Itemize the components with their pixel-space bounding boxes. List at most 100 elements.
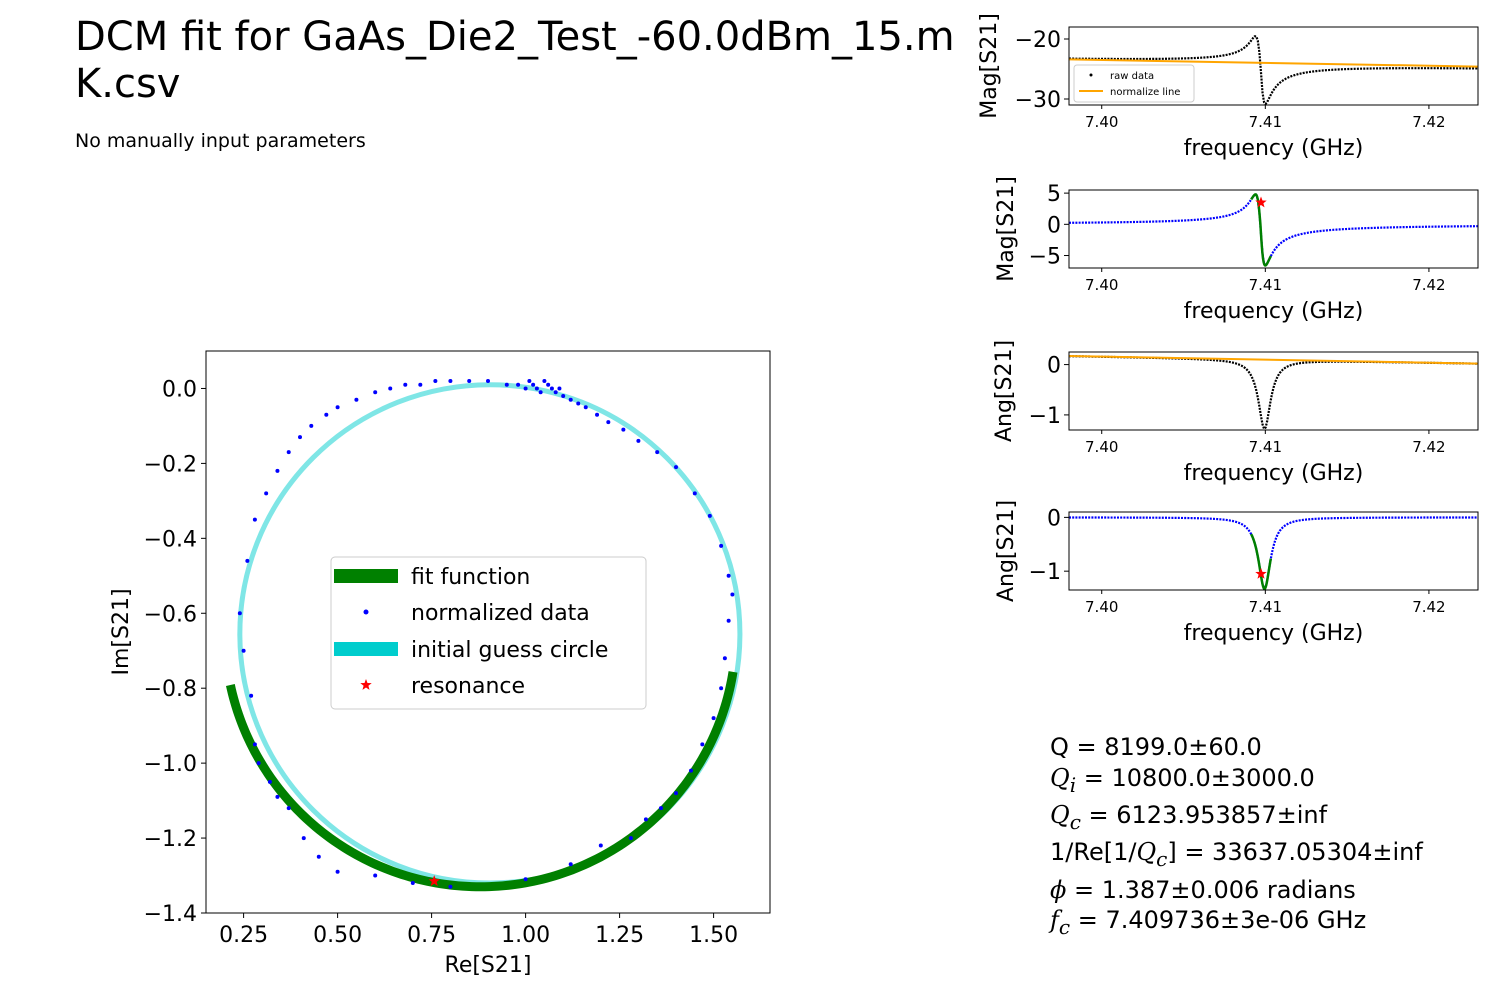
normalized-data-point: [707, 513, 712, 518]
normalized-data-point: [264, 491, 269, 496]
normalized-data-point: [643, 817, 648, 822]
normalized-data-point: [373, 390, 378, 395]
x-tick-label: 7.42: [1412, 276, 1445, 294]
normalized-data-point: [301, 836, 306, 841]
normalized-data-point: [606, 420, 611, 425]
x-axis-label: frequency (GHz): [1184, 299, 1364, 324]
x-tick-label: 7.41: [1249, 113, 1282, 131]
normalized-data-point: [267, 779, 272, 784]
normalized-data-point: [523, 877, 528, 882]
normalized-data-point: [719, 686, 724, 691]
legend-label: normalized data: [411, 601, 590, 626]
subplot-area: [1069, 516, 1478, 590]
y-tick-label: −0.6: [144, 602, 197, 627]
normalized-data-point: [568, 862, 573, 867]
normalized-data-point: [531, 382, 536, 387]
normalized-data-point: [598, 843, 603, 848]
normalized-data-point: [568, 397, 573, 402]
x-tick-label: 7.41: [1249, 598, 1282, 616]
normalized-data-point: [249, 693, 254, 698]
param-qc: Qc = 6123.953857±inf: [1050, 800, 1328, 834]
normalized-data-point: [674, 791, 678, 796]
normalized-data-point: [730, 592, 735, 597]
x-tick-label: 7.42: [1412, 113, 1445, 131]
circle-plot-area: [225, 378, 743, 892]
y-axis-label: Ang[S21]: [992, 340, 1017, 442]
raw-data-curve: [1069, 355, 1478, 430]
normalized-data-point: [553, 390, 558, 395]
normalized-data-point: [546, 382, 551, 387]
x-tick-label: 7.40: [1085, 113, 1118, 131]
normalized-data-point: [241, 648, 246, 653]
y-tick-label: −1.4: [144, 902, 197, 927]
normalized-data-point: [636, 438, 641, 443]
y-tick-label: 0: [1047, 354, 1061, 379]
x-axis-label: frequency (GHz): [1184, 621, 1364, 646]
subplot-norm_mag: 7.40 7.41 7.42 5 0 −5 frequency (GHz) Mag[S21]: [994, 176, 1479, 324]
normalized-data-point: [523, 386, 528, 391]
normalized-data-point: [275, 468, 280, 473]
normalized-data-point: [655, 450, 660, 455]
y-tick-label: −1.2: [144, 827, 197, 852]
subplot-norm_ang: 7.40 7.41 7.42 0 −1 frequency (GHz) Ang[S21]: [994, 500, 1479, 646]
y-tick-label: −30: [1015, 88, 1061, 113]
normalized-data-point: [245, 558, 250, 563]
normalized-data-point: [237, 611, 242, 616]
y-tick-label: 5: [1047, 182, 1061, 207]
subplot-area: [1069, 193, 1478, 268]
normalized-data-point: [711, 716, 716, 721]
normalized-data-point: [486, 378, 490, 383]
subplot-area: [1069, 35, 1478, 105]
x-tick-label: 0.25: [219, 923, 268, 948]
figure-title: DCM fit for GaAs_Die2_Test_-60.0dBm_15.m…: [75, 14, 955, 107]
figure-subtitle: No manually input parameters: [75, 130, 366, 152]
normalized-data-point: [504, 382, 509, 387]
legend: fit function normalized data initial guess…: [330, 556, 647, 710]
normalized-data-curve: [1069, 516, 1478, 590]
normalized-data-point: [252, 742, 257, 747]
normalized-data-point: [410, 881, 415, 886]
y-axis-label: Im[S21]: [109, 588, 134, 675]
x-tick-label: 0.50: [313, 923, 362, 948]
y-tick-label: −0.4: [144, 527, 197, 552]
subplot-frame: [1068, 351, 1479, 431]
subplot-legend-box: [1073, 64, 1195, 103]
normalized-data-point: [403, 382, 408, 387]
normalize-line: [1069, 58, 1478, 68]
y-axis-label: Mag[S21]: [994, 176, 1019, 282]
subplot-frame: [1068, 189, 1479, 269]
normalized-data-point: [674, 465, 678, 470]
x-tick-label: 0.75: [407, 923, 456, 948]
normalized-data-point: [658, 806, 663, 811]
normalized-data-point: [689, 768, 694, 773]
raw-data-curve: [1069, 35, 1478, 105]
resonance-star: [428, 875, 440, 887]
y-axis-label: Mag[S21]: [977, 13, 1002, 119]
y-tick-label: −20: [1015, 28, 1061, 53]
y-tick-label: −0.8: [144, 677, 197, 702]
param-fc: fc = 7.409736±3e-06 GHz: [1050, 906, 1367, 940]
normalized-data-point: [373, 873, 378, 878]
normalized-data-point: [354, 397, 359, 402]
normalized-data-point: [516, 382, 521, 387]
normalized-data-point: [256, 761, 261, 766]
legend-raw-swatch: [1089, 73, 1093, 77]
x-tick-label: 7.42: [1412, 598, 1445, 616]
legend-label: normalize line: [1110, 87, 1180, 98]
fit-parameters: Q = 8199.0±60.0 Qi = 10800.0±3000.0 Qc =…: [1050, 732, 1423, 943]
legend-label: raw data: [1110, 71, 1154, 82]
x-tick-label: 7.41: [1249, 438, 1282, 456]
subplot-frame: [1068, 26, 1479, 106]
normalized-data-point: [534, 386, 539, 391]
subplot-frame: [1068, 511, 1479, 591]
x-tick-label: 7.40: [1085, 438, 1118, 456]
legend-box: [330, 556, 647, 710]
normalized-data-point: [252, 517, 257, 522]
normalized-data-point: [557, 386, 562, 391]
normalized-data-point: [309, 423, 314, 428]
resonance-star: [1255, 567, 1267, 579]
normalized-data-point: [583, 405, 588, 410]
y-tick-label: 0: [1047, 213, 1061, 238]
subplot-area: [1069, 355, 1478, 430]
